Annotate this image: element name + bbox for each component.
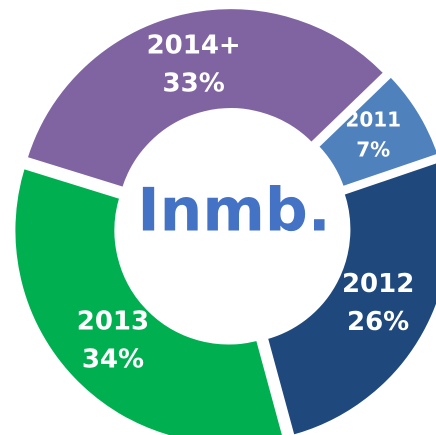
value-label: 7% [356,137,390,161]
segment-group [263,159,436,435]
value-label: 34% [82,344,144,374]
segment-group [11,164,287,435]
category-label: 2013 [77,306,149,336]
donut-segment [263,159,436,435]
category-label: 2012 [342,269,414,299]
category-label: 2011 [345,107,401,131]
donut-segment [22,5,389,192]
category-label: 2014+ [147,31,241,61]
donut-segment [11,164,287,435]
value-label: 26% [347,307,409,337]
segment-group [314,72,436,191]
donut-segment [314,72,436,191]
value-label: 33% [163,69,225,99]
segment-group [22,5,389,192]
center-label: Inmb. [137,176,330,246]
